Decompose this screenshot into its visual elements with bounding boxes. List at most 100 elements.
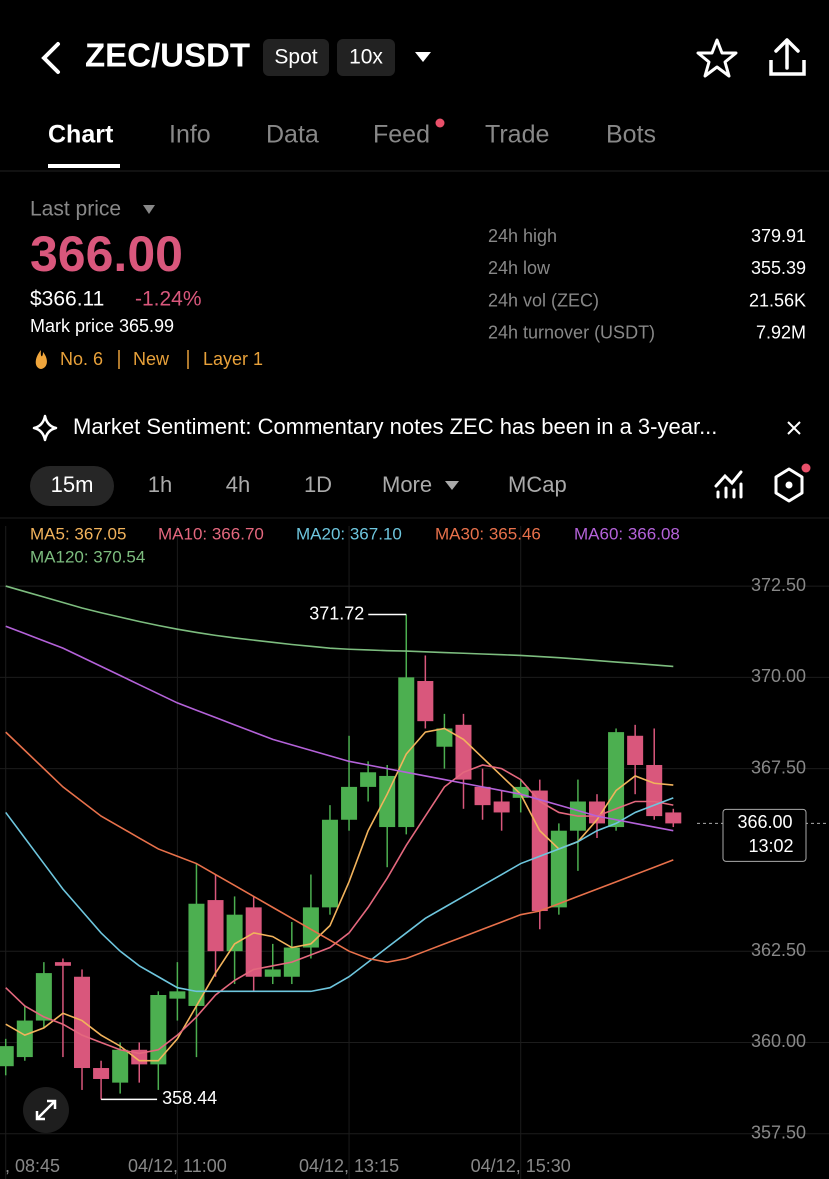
tab[interactable]: Bots [606,121,656,149]
candle-body [16,1020,33,1058]
pair-title: ZEC/USDT [85,37,250,74]
candle-body [550,830,567,908]
badge: New [133,349,170,369]
interval-option[interactable]: MCap [508,472,567,497]
x-tick-label: 04/12, 13:15 [299,1156,399,1176]
y-tick-label: 360.00 [751,1031,806,1051]
active-tab-indicator [48,164,120,168]
low-marker-label: 358.44 [162,1088,217,1108]
ma-line [5,585,674,668]
y-tick-label: 357.50 [751,1122,806,1142]
legend-entry: MA120: 370.54 [30,547,145,566]
candle-body [512,786,529,798]
tab[interactable]: Chart [48,121,114,149]
interval-option[interactable]: 1D [304,472,332,497]
y-tick-label: 372.50 [751,575,806,595]
interval-option[interactable]: 15m [51,472,94,497]
legend-entry: MA30: 365.46 [435,524,541,543]
candle-body [0,1046,14,1067]
candle-body [226,914,243,952]
candle-body [379,775,396,828]
tab[interactable]: Trade [485,121,549,149]
ma-line [5,797,674,993]
candle-body [398,677,415,828]
tab[interactable]: Feed [373,121,430,149]
stat-value: 355.39 [751,258,806,278]
stat-label: 24h low [488,258,551,278]
stat-label: 24h vol (ZEC) [488,290,599,310]
candle-body [74,976,91,1069]
fullscreen-button[interactable] [23,1087,69,1133]
interval-option[interactable]: More [382,472,432,497]
price-change: -1.24% [135,288,202,311]
sentiment-text[interactable]: Market Sentiment: Commentary notes ZEC h… [73,414,717,439]
stats-panel: 24h high 379.91 24h low 355.39 24h vol (ZEC)… [488,226,806,343]
y-tick-label: 362.50 [751,940,806,960]
ma-line [5,764,674,1055]
tab-bar: Chart Info Data Feed Trade Bots [48,121,656,149]
favorite-button[interactable] [696,38,738,78]
candle-body [360,772,377,787]
close-sentiment[interactable] [787,421,801,435]
rank-icon [35,350,47,369]
candle-body [436,728,453,747]
candlestick-chart: 372.50 370.00 367.50 362.50 360.00 357.50 , 08… [0,524,829,1179]
interval-option[interactable]: 4h [226,472,250,497]
interval-option[interactable]: 1h [148,472,172,497]
tab[interactable]: Info [169,121,211,149]
settings-button[interactable] [774,463,811,503]
x-tick-label: 04/12, 15:30 [471,1156,571,1176]
candle-body [627,735,644,765]
sentiment-icon [32,414,58,442]
y-tick-label: 367.50 [751,757,806,777]
stat-value: 7.92M [756,323,806,343]
leverage-label: 10x [349,46,383,69]
candle-body [112,1049,129,1083]
ma-line [5,625,674,832]
more-dropdown[interactable] [445,481,459,490]
ma-line [5,727,674,1062]
back-button[interactable] [41,42,60,74]
x-tick-label: 04/12, 11:00 [128,1156,227,1176]
candle-body [245,907,262,977]
last-price-label: Last price [30,198,121,221]
candle-body [302,907,319,948]
candle-body [608,732,625,828]
last-price-box [722,808,807,862]
share-button[interactable] [769,38,806,76]
x-tick-label: , 08:45 [5,1156,60,1176]
candle-body [474,786,491,806]
y-tick-label: 370.00 [751,666,806,686]
candle-body [35,973,52,1021]
tab[interactable]: Data [266,121,319,149]
last-price-value: 366.00 [737,812,792,832]
legend-entry: MA10: 366.70 [158,524,264,543]
candle-body [665,812,682,824]
price-dropdown[interactable] [143,205,155,214]
candle-body [417,681,434,722]
stat-label: 24h high [488,226,557,246]
candle-body [264,969,281,977]
candle-body [321,819,338,908]
active-interval-bg [30,466,114,506]
candle-body [93,1068,110,1079]
candle-body [207,900,224,952]
legend-entry: MA20: 367.10 [296,524,402,543]
candle-body [455,724,472,780]
candle-body [589,801,606,824]
stat-label: 24h turnover (USDT) [488,323,655,343]
leverage-chip[interactable] [337,39,395,76]
spot-chip[interactable] [263,39,329,76]
candle-body [341,786,358,820]
last-price: 366.00 [30,226,183,282]
candle-body [169,991,186,999]
usd-price: $366.11 [30,288,104,311]
badge: Layer 1 [203,349,263,369]
pair-dropdown[interactable] [415,52,431,62]
indicator-button[interactable] [714,470,743,499]
mark-price: Mark price 365.99 [30,316,174,336]
feed-notification-dot [435,118,445,128]
stat-value: 21.56K [749,290,806,310]
countdown: 13:02 [748,836,793,856]
